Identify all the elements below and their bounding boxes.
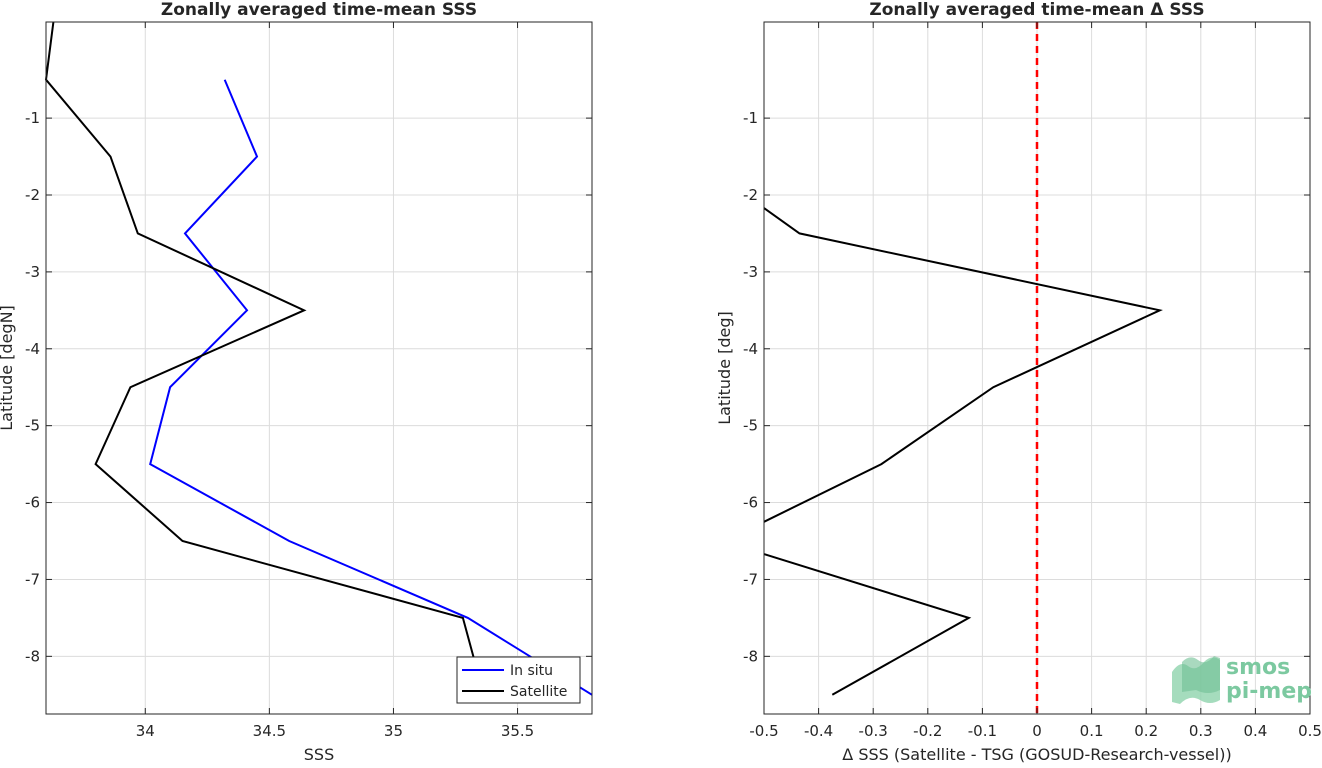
delta-sss-panel: -0.5 -0.4 -0.3 -0.2 -0.1 0 0.1 0.2 0.3 0.4 0.5 -1 -2… xyxy=(715,0,1322,764)
legend-label-satellite: Satellite xyxy=(510,684,567,700)
sss-grid xyxy=(46,22,592,714)
y-tick-label: -5 xyxy=(743,417,758,435)
logo-wave-icon-shade xyxy=(1182,656,1220,693)
sss-series xyxy=(44,21,593,696)
delta-title: Zonally averaged time-mean Δ SSS xyxy=(869,0,1204,20)
y-tick-label: -8 xyxy=(25,647,40,665)
y-tick-label: -7 xyxy=(25,570,40,588)
sss-y-axis-label: Latitude [degN] xyxy=(0,305,16,431)
y-tick-label: -6 xyxy=(25,494,40,512)
delta-y-axis-label: Latitude [deg] xyxy=(715,311,734,425)
y-tick-label: -5 xyxy=(25,417,40,435)
delta-ticks: -0.5 -0.4 -0.3 -0.2 -0.1 0 0.1 0.2 0.3 0.4 0.5 -1 -2… xyxy=(743,22,1322,740)
series-line-1-0 xyxy=(44,21,477,665)
x-tick-label: 0 xyxy=(1032,722,1042,740)
x-tick-label: -0.1 xyxy=(968,722,997,740)
x-tick-label: 35 xyxy=(384,722,403,740)
y-tick-label: -3 xyxy=(25,263,40,281)
legend-label-in-situ: In situ xyxy=(510,663,553,679)
sss-panel: 34 34.5 35 35.5 -1 -2 -3 -4 -5 -6 -7 -8 Zonally ave… xyxy=(0,0,593,764)
logo-text-pimep: pi-mep xyxy=(1226,679,1312,704)
x-tick-label: 0.2 xyxy=(1134,722,1158,740)
y-tick-label: -8 xyxy=(743,647,758,665)
legend-box xyxy=(456,656,581,704)
delta-x-axis-label: Δ SSS (Satellite - TSG (GOSUD-Research-v… xyxy=(842,745,1231,764)
series-line-0-0 xyxy=(763,207,1163,523)
y-tick-label: -3 xyxy=(743,263,758,281)
sss-x-axis-label: SSS xyxy=(304,745,334,764)
y-tick-label: -4 xyxy=(743,340,758,358)
x-tick-label: 0.3 xyxy=(1189,722,1213,740)
sss-axes-frame xyxy=(45,21,593,715)
x-tick-label: 0.4 xyxy=(1243,722,1267,740)
logo-text-smos: smos xyxy=(1226,655,1290,680)
x-tick-label: -0.2 xyxy=(913,722,942,740)
x-tick-label: 34.5 xyxy=(253,722,286,740)
y-tick-label: -6 xyxy=(743,494,758,512)
series-line-0-1 xyxy=(763,553,972,696)
x-tick-label: 35.5 xyxy=(501,722,534,740)
x-tick-label: -0.4 xyxy=(804,722,833,740)
delta-series xyxy=(763,22,1163,714)
y-tick-label: -1 xyxy=(25,109,40,127)
y-tick-label: -2 xyxy=(25,186,40,204)
x-tick-label: 34 xyxy=(136,722,155,740)
sss-title: Zonally averaged time-mean SSS xyxy=(161,0,477,20)
y-tick-label: -7 xyxy=(743,570,758,588)
x-tick-label: 0.5 xyxy=(1298,722,1322,740)
smos-pimep-logo: smos pi-mep xyxy=(1172,655,1312,704)
sss-legend: In situ Satellite xyxy=(456,656,581,704)
x-tick-label: -0.3 xyxy=(859,722,888,740)
series-line-0-0 xyxy=(149,79,593,696)
y-tick-label: -4 xyxy=(25,340,40,358)
y-tick-label: -2 xyxy=(743,186,758,204)
x-tick-label: -0.5 xyxy=(749,722,778,740)
x-tick-label: 0.1 xyxy=(1080,722,1104,740)
sss-ticks: 34 34.5 35 35.5 -1 -2 -3 -4 -5 -6 -7 -8 xyxy=(25,22,592,740)
sss-plot-area xyxy=(46,22,592,714)
y-tick-label: -1 xyxy=(743,109,758,127)
